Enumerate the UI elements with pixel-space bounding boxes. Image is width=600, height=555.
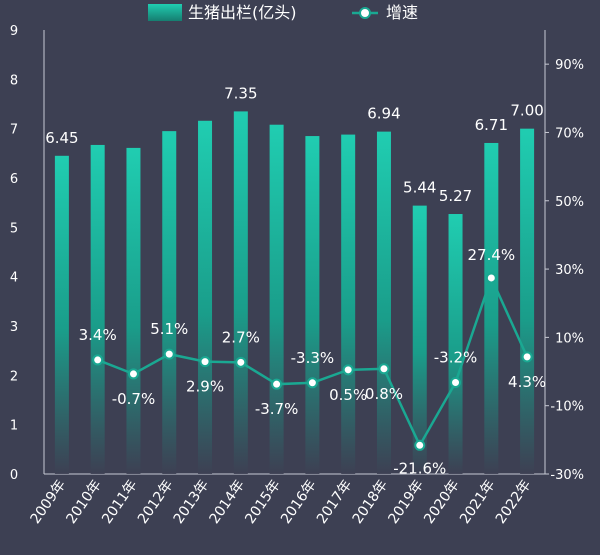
bar (233, 111, 248, 475)
bar (126, 147, 141, 474)
line-point (163, 348, 175, 360)
legend-line-marker (359, 7, 371, 19)
x-tick-label: 2011年 (99, 477, 141, 527)
bar-value-label: 5.27 (439, 187, 472, 205)
right-tick-label: -30% (550, 468, 584, 483)
bar-value-label: 7.00 (510, 102, 543, 120)
right-tick-label: 70% (555, 126, 584, 141)
bar-value-label: 7.35 (224, 84, 257, 102)
x-tick-label: 2013年 (171, 477, 213, 527)
line-point (271, 378, 283, 390)
line-point (485, 272, 497, 284)
growth-value-label: 3.4% (79, 326, 117, 344)
bar (484, 142, 499, 474)
data-labels: 6.45 7.35 6.94 5.44 5.27 6.717.00 3.4% -0.7% 5.1… (45, 84, 546, 477)
legend[interactable]: 生猪出栏(亿头) 增速 (148, 3, 418, 22)
bar-value-label: 6.45 (45, 129, 78, 147)
line-series (92, 272, 533, 451)
legend-line-label: 增速 (386, 3, 418, 22)
right-tick-label: 30% (555, 263, 584, 278)
x-tick-label: 2012年 (135, 477, 177, 527)
growth-value-label: -21.6% (393, 459, 446, 477)
bar (341, 134, 356, 474)
left-tick-label: 2 (10, 369, 18, 384)
left-tick-label: 5 (10, 221, 18, 236)
right-tick-label: 50% (555, 195, 584, 210)
x-tick-label: 2021年 (457, 477, 499, 527)
bar (54, 155, 69, 475)
bar (198, 120, 213, 475)
x-tick-label: 2016年 (278, 477, 320, 527)
line-point (92, 354, 104, 366)
x-tick-label: 2018年 (350, 477, 392, 527)
line-point (199, 356, 211, 368)
growth-value-label: -3.3% (291, 349, 335, 367)
x-tick-label: 2022年 (493, 477, 535, 527)
line-point (127, 368, 139, 380)
growth-value-label: -3.2% (434, 348, 478, 366)
bar (305, 136, 320, 475)
growth-value-label: 2.9% (186, 378, 224, 396)
x-tick-label: 2019年 (385, 477, 427, 527)
bar (269, 124, 284, 474)
line-point (521, 351, 533, 363)
line-point (235, 356, 247, 368)
legend-bar-label: 生猪出栏(亿头) (188, 3, 297, 22)
growth-value-label: 27.4% (467, 246, 515, 264)
line-point (414, 439, 426, 451)
bar (520, 128, 535, 474)
right-tick-label: -10% (550, 400, 584, 415)
bar (162, 131, 177, 474)
line-point (378, 363, 390, 375)
line-point (450, 376, 462, 388)
left-tick-label: 4 (10, 271, 18, 286)
left-tick-label: 3 (10, 320, 18, 335)
x-tick-label: 2010年 (63, 477, 105, 527)
bar-value-label: 6.94 (367, 105, 400, 123)
growth-value-label: 4.3% (508, 373, 546, 391)
bar-value-label: 6.71 (475, 116, 508, 134)
left-tick-label: 0 (10, 468, 18, 483)
growth-value-label: 5.1% (150, 320, 188, 338)
left-tick-label: 6 (10, 172, 18, 187)
left-tick-label: 1 (10, 419, 18, 434)
growth-value-label: -3.7% (255, 400, 299, 418)
bar (412, 205, 427, 475)
left-tick-label: 8 (10, 73, 18, 88)
line-point (306, 377, 318, 389)
left-tick-label: 9 (10, 24, 18, 39)
bar (448, 214, 463, 474)
right-tick-label: 10% (555, 331, 584, 346)
bar-series (54, 111, 535, 475)
bar-value-label: 5.44 (403, 179, 436, 197)
bar (90, 144, 105, 475)
x-tick-label: 2017年 (314, 477, 356, 527)
x-tick-label: 2009年 (28, 477, 70, 527)
x-tick-label: 2020年 (421, 477, 463, 527)
x-tick-label: 2014年 (207, 477, 249, 527)
growth-value-label: 0.5% (329, 386, 367, 404)
growth-value-label: -0.7% (112, 390, 156, 408)
line-point (342, 364, 354, 376)
legend-bar-swatch (148, 4, 182, 21)
left-tick-label: 7 (10, 123, 18, 138)
growth-value-label: 0.8% (365, 385, 403, 403)
x-tick-label: 2015年 (242, 477, 284, 527)
right-tick-label: 90% (555, 58, 584, 73)
bar (376, 131, 391, 475)
growth-value-label: 2.7% (222, 328, 260, 346)
